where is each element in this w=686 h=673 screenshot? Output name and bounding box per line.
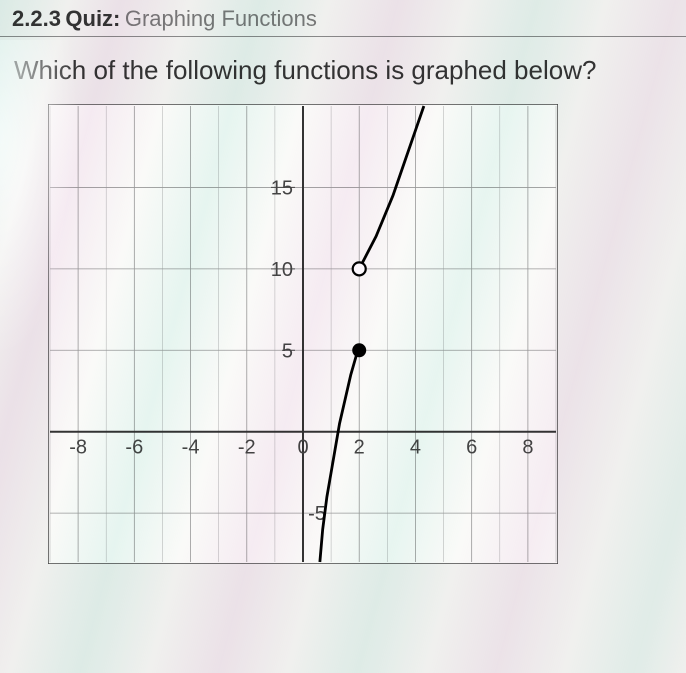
svg-text:8: 8 xyxy=(522,437,533,459)
quiz-title: Graphing Functions xyxy=(125,6,317,31)
function-graph: -8-6-4-202468-551015 xyxy=(48,104,558,564)
svg-text:0: 0 xyxy=(297,437,308,459)
svg-text:-8: -8 xyxy=(69,437,87,459)
quiz-label: Quiz: xyxy=(65,6,120,31)
svg-text:-6: -6 xyxy=(125,437,143,459)
graph-container: -8-6-4-202468-551015 xyxy=(48,104,686,564)
svg-text:2: 2 xyxy=(354,437,365,459)
question-text: Which of the following functions is grap… xyxy=(0,37,686,96)
quiz-number: 2.2.3 xyxy=(12,6,61,31)
svg-text:5: 5 xyxy=(282,340,293,362)
svg-text:15: 15 xyxy=(271,177,293,199)
svg-text:6: 6 xyxy=(466,437,477,459)
svg-text:4: 4 xyxy=(410,437,421,459)
svg-text:-4: -4 xyxy=(182,437,200,459)
svg-text:-2: -2 xyxy=(238,437,256,459)
svg-text:10: 10 xyxy=(271,259,293,281)
quiz-header: 2.2.3 Quiz: Graphing Functions xyxy=(0,0,686,37)
